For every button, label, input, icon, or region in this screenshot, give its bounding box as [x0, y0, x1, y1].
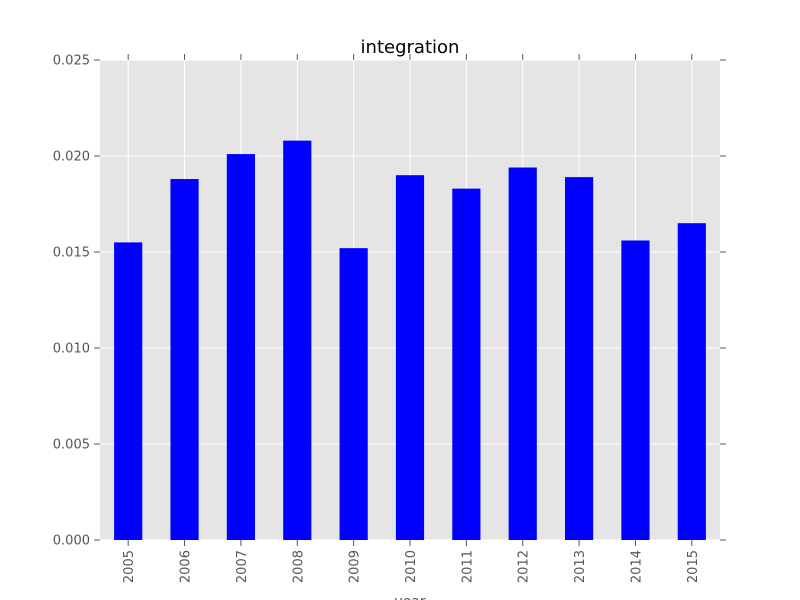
bar-2007 [226, 154, 255, 540]
chart-title: integration [361, 37, 460, 58]
x-tick-label: 2014 [629, 550, 644, 583]
x-tick-label: 2006 [179, 550, 194, 583]
bar-2009 [339, 248, 368, 540]
x-tick-label: 2013 [573, 550, 588, 583]
bar-2015 [677, 223, 706, 540]
y-tick-label: 0.025 [53, 54, 90, 69]
y-tick-label: 0.005 [53, 438, 90, 453]
x-tick-label: 2015 [686, 550, 701, 583]
y-tick-label: 0.015 [53, 246, 90, 261]
bar-2008 [283, 140, 312, 540]
x-tick-label: 2008 [291, 550, 306, 583]
x-axis-tick-labels: 2005 2006 2007 2008 2009 2010 2011 2012 2013 2014… [122, 550, 701, 583]
bar-2010 [395, 175, 425, 540]
y-tick-label: 0.020 [53, 150, 90, 165]
x-tick-label: 2011 [460, 550, 475, 583]
x-tick-label: 2009 [348, 550, 363, 583]
bar-2005 [114, 242, 143, 540]
x-tick-label: 2007 [235, 550, 250, 583]
x-tick-label: 2012 [517, 550, 532, 583]
bar-2011 [452, 188, 481, 540]
bar-2012 [508, 167, 537, 540]
y-axis-tick-labels: 0.000 0.005 0.010 0.015 0.020 0.025 [53, 54, 90, 549]
y-tick-label: 0.010 [53, 342, 90, 357]
bar-2013 [565, 177, 594, 540]
x-tick-label: 2005 [122, 550, 137, 583]
y-tick-label: 0.000 [53, 534, 90, 549]
bar-2014 [621, 240, 650, 541]
bar-2006 [170, 179, 199, 541]
x-axis-label: year [394, 594, 425, 600]
bars [114, 140, 706, 541]
x-tick-label: 2010 [404, 550, 419, 583]
axis-ticks [94, 54, 726, 546]
